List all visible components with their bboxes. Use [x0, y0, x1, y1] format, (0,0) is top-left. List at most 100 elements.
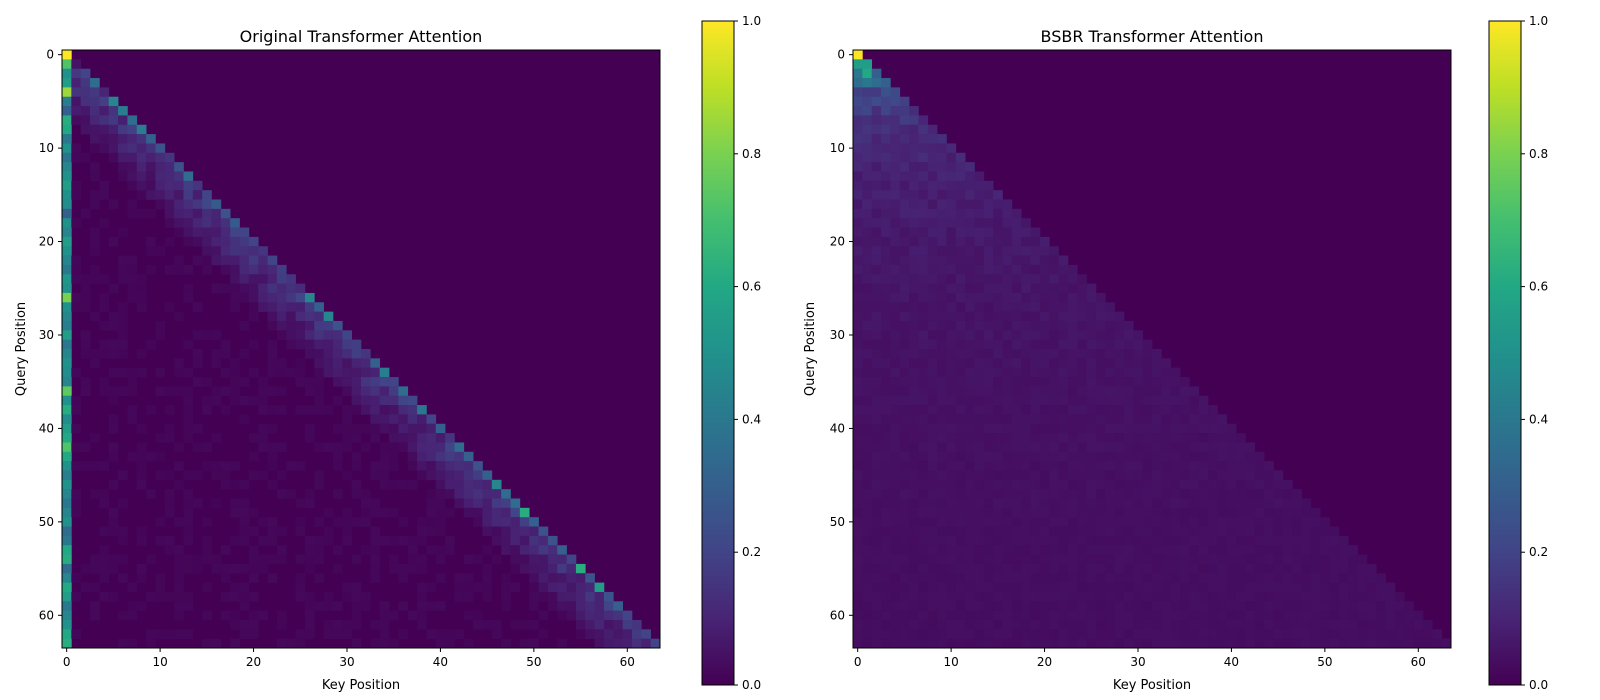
- heatmap-cell: [1152, 377, 1162, 387]
- heatmap-cell: [230, 535, 240, 546]
- heatmap-cell: [220, 545, 231, 555]
- heatmap-cell: [1152, 470, 1162, 481]
- heatmap-cell: [62, 582, 72, 593]
- heatmap-cell: [183, 283, 194, 294]
- heatmap-cell: [1039, 526, 1050, 537]
- heatmap-cell: [566, 610, 577, 621]
- heatmap-cell: [909, 292, 919, 303]
- heatmap-cell: [90, 433, 100, 443]
- heatmap-cell: [276, 386, 287, 397]
- heatmap-cell: [547, 545, 558, 555]
- heatmap-cell: [314, 358, 324, 369]
- heatmap-cell: [890, 451, 901, 462]
- heatmap-cell: [529, 638, 539, 649]
- heatmap-cell: [1002, 498, 1013, 509]
- heatmap-cell: [899, 498, 910, 509]
- x-tick-label: 60: [620, 655, 635, 669]
- heatmap-cell: [519, 526, 530, 537]
- heatmap-cell: [379, 461, 390, 471]
- heatmap-cell: [258, 563, 268, 574]
- heatmap-cell: [99, 218, 110, 228]
- heatmap-cell: [899, 311, 910, 322]
- heatmap-cell: [1049, 377, 1059, 387]
- heatmap-cell: [1105, 507, 1115, 518]
- heatmap-cell: [1170, 601, 1181, 611]
- heatmap-cell: [482, 545, 493, 555]
- heatmap-cell: [118, 134, 128, 144]
- heatmap-cell: [398, 423, 409, 434]
- heatmap-cell: [1002, 320, 1013, 331]
- heatmap-cell: [946, 629, 957, 639]
- heatmap-cell: [1114, 535, 1125, 546]
- heatmap-cell: [1198, 526, 1209, 537]
- heatmap-cell: [90, 106, 100, 116]
- heatmap-cell: [1067, 320, 1078, 331]
- heatmap-cell: [1049, 358, 1059, 369]
- heatmap-cell: [314, 554, 324, 565]
- heatmap-cell: [192, 180, 203, 191]
- heatmap-cell: [1030, 274, 1041, 284]
- heatmap-cell: [538, 554, 549, 565]
- colorbar-tick-label: 0.8: [1529, 147, 1548, 161]
- heatmap-cell: [1292, 545, 1302, 555]
- heatmap-cell: [127, 367, 138, 378]
- heatmap-cell: [899, 218, 910, 228]
- heatmap-cell: [1030, 629, 1041, 639]
- heatmap-cell: [1320, 535, 1330, 546]
- heatmap-cell: [1067, 498, 1078, 509]
- heatmap-cell: [1170, 442, 1181, 453]
- heatmap-cell: [575, 591, 586, 602]
- heatmap-cell: [993, 395, 1003, 406]
- heatmap-cell: [304, 545, 315, 555]
- heatmap-cell: [1030, 377, 1041, 387]
- heatmap-cell: [276, 610, 287, 621]
- heatmap-cell: [529, 554, 539, 565]
- heatmap-cell: [1095, 591, 1106, 602]
- heatmap-cell: [202, 517, 212, 527]
- heatmap-cell: [937, 479, 947, 490]
- heatmap-cell: [1161, 498, 1172, 509]
- heatmap-cell: [108, 349, 119, 359]
- heatmap-cell: [276, 545, 287, 555]
- heatmap-cell: [1208, 479, 1218, 490]
- heatmap-cell: [937, 367, 947, 378]
- heatmap-cell: [1245, 638, 1256, 649]
- heatmap-cell: [1011, 526, 1022, 537]
- heatmap-cell: [276, 330, 287, 340]
- heatmap-cell: [304, 377, 315, 387]
- heatmap-cell: [1189, 507, 1200, 518]
- heatmap-cell: [538, 535, 549, 546]
- heatmap-cell: [965, 367, 975, 378]
- heatmap-cell: [1030, 451, 1041, 462]
- heatmap-cell: [993, 208, 1003, 219]
- heatmap-cell: [1170, 526, 1181, 537]
- heatmap-cell: [1320, 582, 1330, 593]
- heatmap-cell: [164, 180, 175, 191]
- heatmap-cell: [965, 377, 975, 387]
- heatmap-cell: [1039, 535, 1050, 546]
- heatmap-cell: [323, 367, 334, 378]
- heatmap-cell: [1095, 423, 1106, 434]
- heatmap-cell: [1067, 330, 1078, 340]
- heatmap-cell: [62, 264, 72, 275]
- heatmap-cell: [927, 526, 938, 537]
- heatmap-cell: [909, 124, 919, 135]
- heatmap-cell: [1348, 554, 1358, 565]
- heatmap-cell: [1123, 489, 1134, 499]
- heatmap-cell: [1002, 330, 1013, 340]
- heatmap-cell: [1385, 582, 1396, 593]
- colorbar-tick-label: 0.4: [742, 412, 761, 426]
- heatmap-cell: [937, 292, 947, 303]
- heatmap-cell: [1002, 302, 1013, 312]
- heatmap-cell: [918, 545, 929, 555]
- heatmap-cell: [1292, 535, 1302, 546]
- heatmap-cell: [1273, 554, 1284, 565]
- heatmap-cell: [1329, 591, 1340, 602]
- heatmap-cell: [1077, 386, 1087, 397]
- heatmap-cell: [276, 405, 287, 415]
- heatmap-cell: [463, 498, 474, 509]
- heatmap-cell: [62, 601, 72, 611]
- heatmap-cell: [1189, 526, 1200, 537]
- heatmap-cell: [937, 526, 947, 537]
- heatmap-cell: [192, 563, 203, 574]
